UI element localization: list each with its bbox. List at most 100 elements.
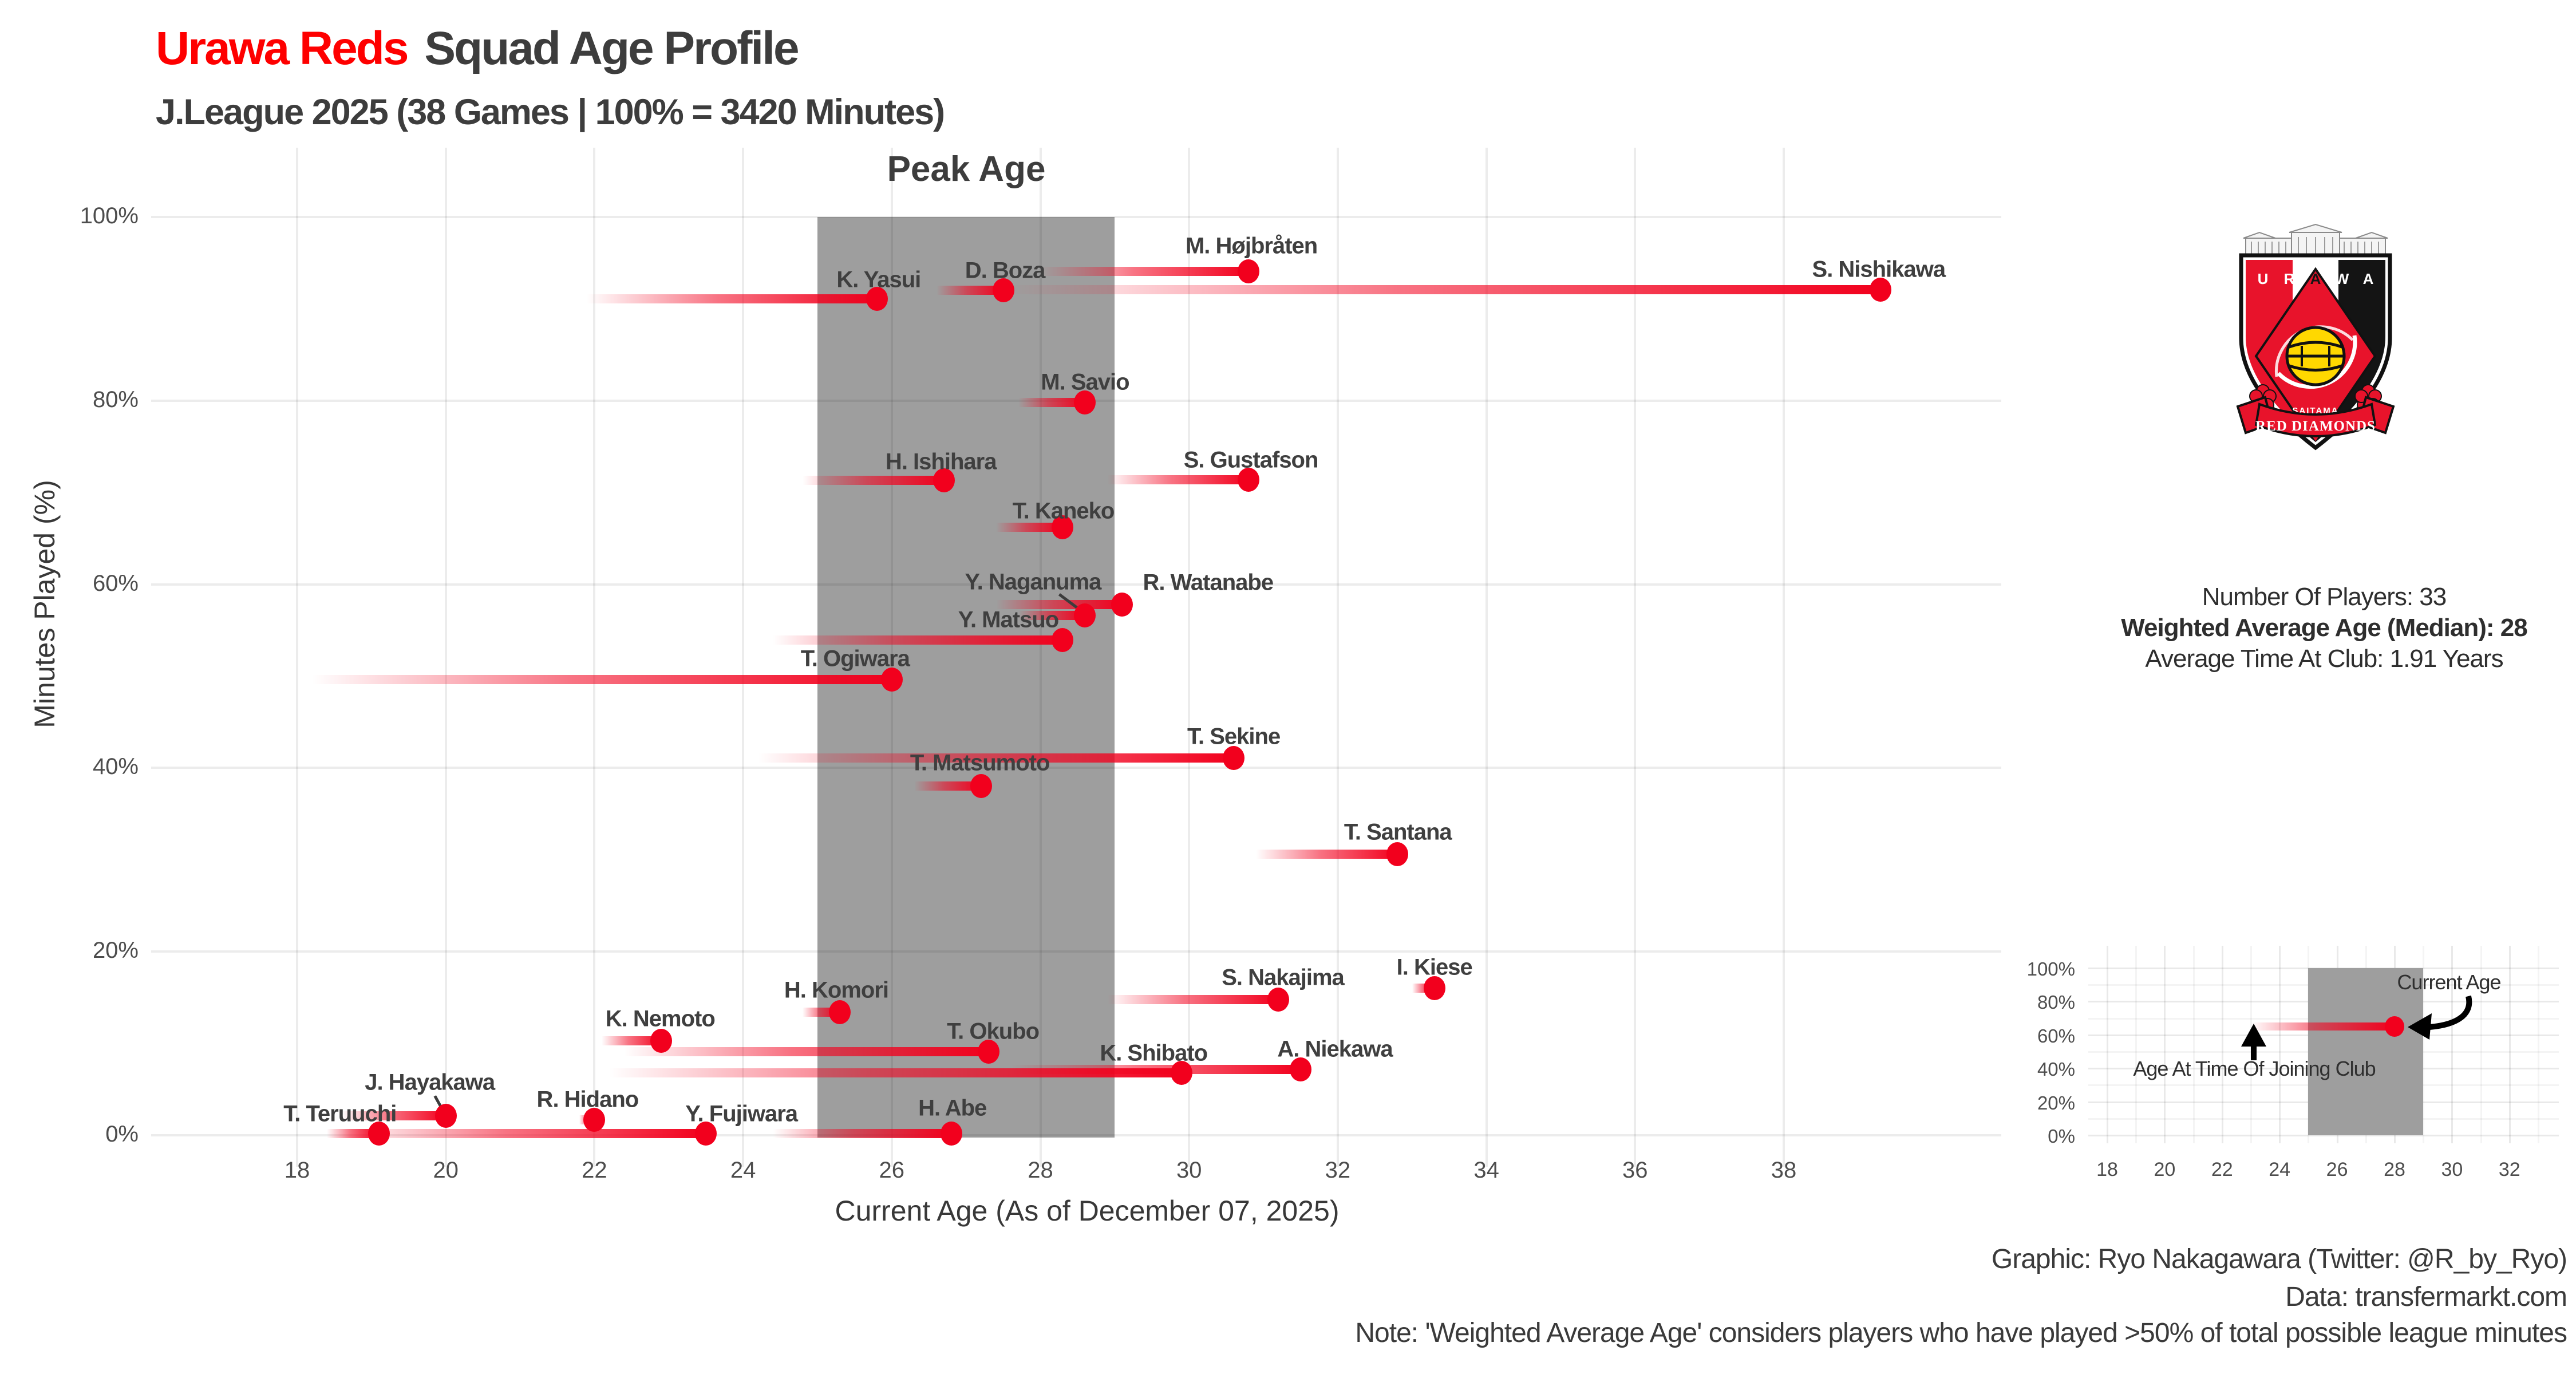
tenure-tail bbox=[802, 476, 944, 485]
tenure-tail bbox=[609, 1068, 1182, 1077]
tenure-tail bbox=[602, 1036, 662, 1045]
player-dot bbox=[1289, 1057, 1311, 1081]
player-dot bbox=[880, 668, 903, 692]
gridline-y-0 bbox=[151, 1134, 2001, 1136]
mini-x-tick-32: 32 bbox=[2498, 1159, 2520, 1180]
player-label: K. Shibato bbox=[1100, 1040, 1208, 1066]
club-name: Urawa Reds bbox=[156, 22, 409, 74]
mini-x-tick-18: 18 bbox=[2096, 1159, 2118, 1180]
svg-text:U: U bbox=[2258, 270, 2269, 287]
tenure-tail bbox=[773, 1128, 951, 1138]
player-label: T. Okubo bbox=[947, 1018, 1040, 1044]
player-dot bbox=[695, 1121, 717, 1146]
player-label: I. Kiese bbox=[1396, 954, 1473, 980]
player-label: T. Santana bbox=[1344, 819, 1452, 845]
svg-text:A: A bbox=[2363, 270, 2374, 287]
tenure-tail bbox=[341, 1111, 446, 1121]
player-dot bbox=[1074, 390, 1096, 414]
stat-average-time-at-club: Average Time At Club: 1.91 Years bbox=[2145, 645, 2503, 673]
player-dot bbox=[1267, 987, 1290, 1012]
player-label: M. Højbråten bbox=[1185, 233, 1318, 259]
tenure-tail bbox=[936, 286, 1003, 295]
player-dot bbox=[933, 468, 955, 493]
player-label: A. Niekawa bbox=[1277, 1036, 1393, 1061]
crest-banner-label: RED DIAMONDS bbox=[2255, 418, 2376, 434]
mini-y-tick-100: 100% bbox=[2026, 958, 2075, 980]
player-label: H. Ishihara bbox=[885, 449, 997, 475]
gridline-x-22 bbox=[593, 148, 596, 1167]
mini-gridline-x-30 bbox=[2451, 946, 2453, 1143]
player-dot bbox=[1238, 259, 1260, 283]
credit-graphic: Graphic: Ryo Nakagawara (Twitter: @R_by_… bbox=[1991, 1244, 2567, 1274]
crest-building-icon bbox=[2243, 223, 2388, 256]
tenure-tail bbox=[1256, 850, 1397, 859]
player-dot bbox=[1386, 842, 1408, 867]
player-dot bbox=[1171, 1060, 1193, 1085]
x-tick-label-20: 20 bbox=[433, 1158, 459, 1183]
player-dot bbox=[1423, 976, 1445, 1001]
mini-x-tick-30: 30 bbox=[2441, 1159, 2463, 1180]
x-tick-label-22: 22 bbox=[582, 1158, 607, 1183]
tenure-tail bbox=[1003, 285, 1880, 294]
x-tick-label-28: 28 bbox=[1028, 1158, 1053, 1183]
x-tick-label-38: 38 bbox=[1771, 1158, 1797, 1183]
player-label: T. Sekine bbox=[1187, 724, 1281, 749]
svg-text:R: R bbox=[2284, 270, 2295, 287]
gridline-y-100 bbox=[151, 216, 2001, 218]
tenure-tail bbox=[1040, 266, 1249, 276]
svg-text:W: W bbox=[2335, 270, 2349, 287]
gridline-x-36 bbox=[1634, 148, 1637, 1167]
gridline-x-30 bbox=[1188, 148, 1191, 1167]
crest-ribbon: RED DIAMONDS bbox=[2236, 396, 2395, 437]
player-label: S. Gustafson bbox=[1183, 447, 1319, 473]
tenure-tail bbox=[311, 675, 892, 685]
peak-age-label: Peak Age bbox=[887, 149, 1046, 189]
gridline-y-60 bbox=[151, 583, 2001, 586]
x-tick-label-36: 36 bbox=[1622, 1158, 1648, 1183]
credit-note: Note: 'Weighted Average Age' considers p… bbox=[1355, 1318, 2567, 1348]
gridline-x-24 bbox=[742, 148, 745, 1167]
mini-gridline-x-22 bbox=[2221, 946, 2223, 1143]
gridline-x-32 bbox=[1336, 148, 1339, 1167]
y-tick-label-60: 60% bbox=[92, 570, 139, 596]
tenure-tail bbox=[773, 635, 1063, 645]
player-label: T. Ogiwara bbox=[800, 646, 910, 672]
credit-data: Data: transfermarkt.com bbox=[2285, 1282, 2567, 1312]
mini-peak-age-band bbox=[2308, 968, 2424, 1135]
gridline-x-38 bbox=[1783, 148, 1785, 1167]
mini-gridline-x-31 bbox=[2480, 946, 2482, 1143]
mini-gridline-x-19 bbox=[2135, 946, 2138, 1143]
player-label: H. Abe bbox=[918, 1095, 987, 1121]
x-tick-label-26: 26 bbox=[879, 1158, 905, 1183]
tenure-tail bbox=[587, 294, 877, 303]
player-label: K. Nemoto bbox=[605, 1006, 716, 1032]
mini-x-tick-20: 20 bbox=[2154, 1159, 2176, 1180]
player-dot bbox=[434, 1104, 457, 1128]
gridline-y-20 bbox=[151, 950, 2001, 953]
mini-y-tick-40: 40% bbox=[2037, 1059, 2075, 1080]
tenure-tail bbox=[1018, 398, 1085, 407]
mini-y-tick-60: 60% bbox=[2037, 1025, 2075, 1047]
player-label: Y. Matsuo bbox=[958, 607, 1059, 633]
mini-gridline-x-21 bbox=[2192, 946, 2195, 1143]
tenure-tail bbox=[758, 753, 1234, 763]
mini-player-dot bbox=[2385, 1016, 2404, 1037]
player-dot bbox=[977, 1040, 999, 1064]
player-label: D. Boza bbox=[965, 258, 1046, 283]
svg-text:A: A bbox=[2310, 270, 2321, 287]
mini-gridline-y-0 bbox=[2088, 1135, 2559, 1136]
legend-current-age-label: Current Age bbox=[2397, 970, 2501, 994]
player-label: T. Teruuchi bbox=[283, 1101, 397, 1127]
player-dot bbox=[650, 1028, 673, 1053]
player-dot bbox=[970, 774, 992, 799]
y-tick-label-80: 80% bbox=[92, 386, 139, 412]
tenure-tail bbox=[624, 1047, 989, 1057]
player-label: T. Matsumoto bbox=[910, 750, 1050, 776]
y-tick-label-40: 40% bbox=[92, 754, 139, 780]
player-label: S. Nakajima bbox=[1222, 965, 1345, 990]
player-label: K. Yasui bbox=[836, 267, 921, 293]
player-label: M. Savio bbox=[1041, 369, 1129, 395]
player-label: R. Watanabe bbox=[1143, 570, 1274, 595]
player-label: T. Kaneko bbox=[1012, 498, 1115, 524]
